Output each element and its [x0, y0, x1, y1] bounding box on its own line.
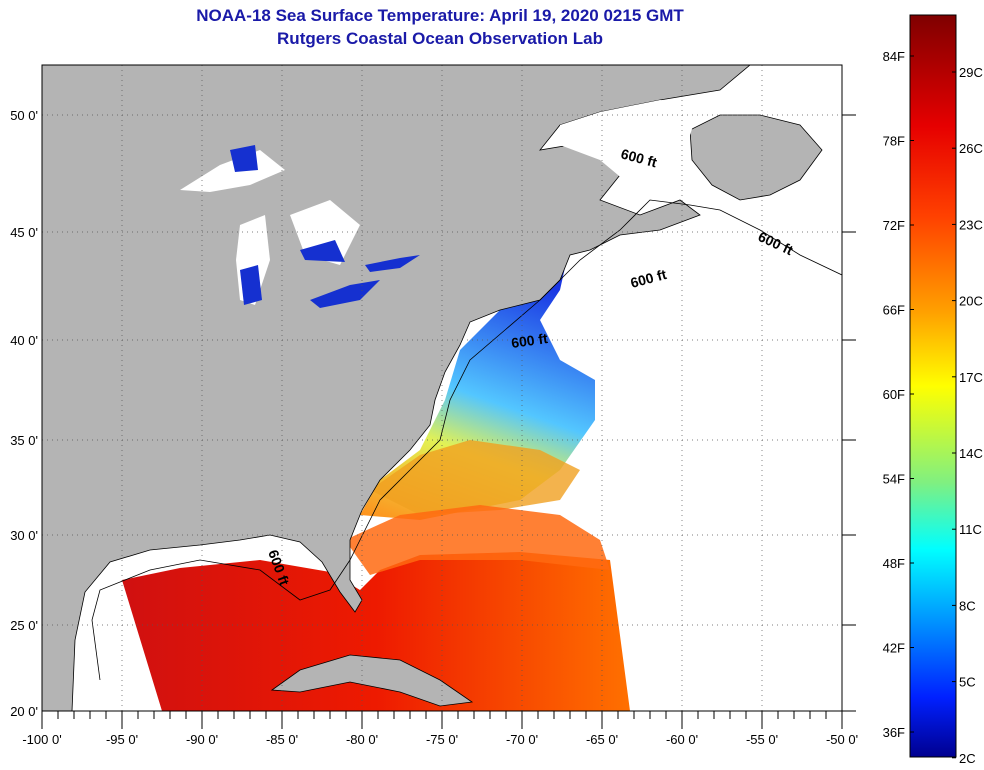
map-title: NOAA-18 Sea Surface Temperature: April 1… — [196, 6, 684, 25]
cb-c-label: 20C — [959, 294, 983, 309]
isobath-600ft — [91, 199, 842, 681]
cb-f-label: 72F — [883, 218, 905, 233]
lon-label: -95 0' — [106, 732, 138, 747]
lon-label: -90 0' — [186, 732, 218, 747]
lon-label: -70 0' — [506, 732, 538, 747]
lat-label: 50 0' — [10, 108, 38, 123]
map-subtitle: Rutgers Coastal Ocean Observation Lab — [277, 29, 603, 48]
lat-label: 35 0' — [10, 433, 38, 448]
cb-c-label: 23C — [959, 217, 983, 232]
gulf-of-st-lawrence — [560, 100, 700, 195]
lat-label: 45 0' — [10, 225, 38, 240]
sst-warm-region — [122, 552, 630, 711]
cb-c-label: 8C — [959, 598, 976, 613]
cb-f-label: 66F — [883, 303, 905, 318]
cb-c-label: 17C — [959, 370, 983, 385]
lon-label: -60 0' — [666, 732, 698, 747]
isobath-label: 600 ft — [510, 330, 549, 351]
cb-c-label: 11C — [959, 522, 982, 537]
cb-c-label: 14C — [959, 446, 983, 461]
cb-f-label: 78F — [883, 134, 905, 149]
cb-f-label: 48F — [883, 556, 905, 571]
great-lakes — [180, 145, 420, 308]
lat-label: 40 0' — [10, 333, 38, 348]
cb-c-label: 29C — [959, 65, 983, 80]
lon-label: -80 0' — [346, 732, 378, 747]
cb-f-label: 54F — [883, 472, 905, 487]
sst-gulfstream-band — [370, 440, 580, 515]
lat-label: 25 0' — [10, 618, 38, 633]
lat-label: 20 0' — [10, 704, 38, 719]
cb-f-label: 36F — [883, 725, 905, 740]
cb-f-label: 42F — [883, 641, 905, 656]
lon-label: -100 0' — [22, 732, 61, 747]
graticule — [42, 65, 842, 711]
sst-subtropical-band — [345, 505, 610, 575]
cb-c-label: 5C — [959, 675, 976, 690]
cb-c-label: 26C — [959, 141, 983, 156]
colorbar — [909, 14, 957, 758]
lon-label: -55 0' — [746, 732, 778, 747]
lon-label: -65 0' — [586, 732, 618, 747]
lon-label: -50 0' — [826, 732, 858, 747]
lon-label: -85 0' — [266, 732, 298, 747]
latitude-axis: 50 0' 45 0' 40 0' 35 0' 30 0' 25 0' 20 0' — [10, 108, 856, 719]
longitude-axis: -100 0' -95 0' -90 0' -85 0' -80 0' -75 0' -70… — [22, 711, 858, 747]
lat-label: 30 0' — [10, 528, 38, 543]
cb-f-label: 84F — [883, 49, 905, 64]
newfoundland-land — [689, 114, 823, 201]
cuba-land — [270, 654, 474, 707]
cb-c-label: 2C — [959, 751, 976, 766]
lon-label: -75 0' — [426, 732, 458, 747]
colorbar-labels: 84F 78F 72F 66F 60F 54F 48F 42F 36F 29C 26C 23C 20C 1… — [883, 49, 983, 766]
cb-f-label: 60F — [883, 387, 905, 402]
